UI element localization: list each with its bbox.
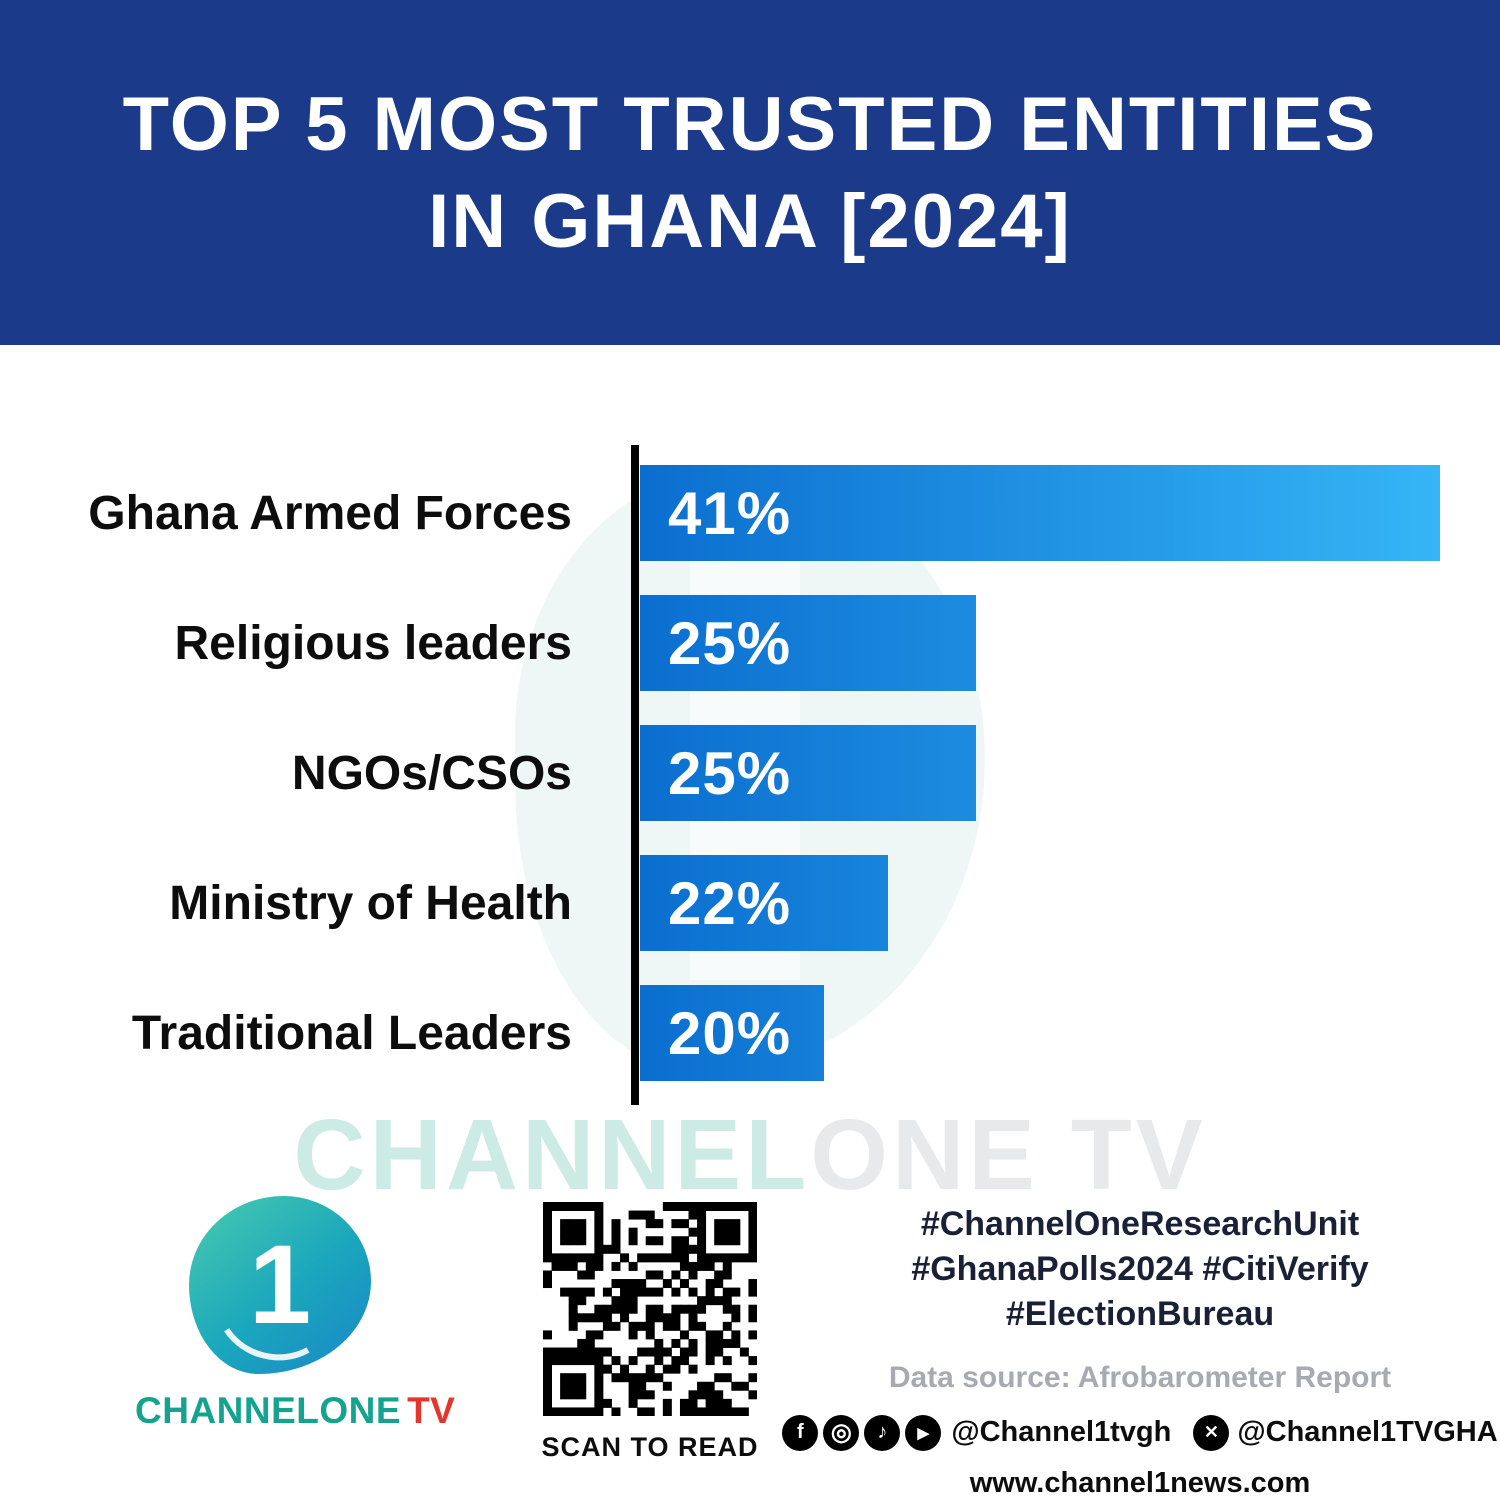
chart-row: Ministry of Health 22% (0, 838, 1500, 968)
category-label: Ministry of Health (169, 876, 572, 930)
bar: 25% (640, 595, 976, 691)
bar-value-label: 25% (668, 739, 792, 807)
page-title-line2: IN GHANA [2024] (428, 178, 1072, 264)
category-label: NGOs/CSOs (291, 746, 572, 800)
bar: 41% (640, 465, 1440, 561)
logo-swoosh (203, 1236, 349, 1374)
hashtag-line-2: #GhanaPolls2024 #CitiVerify (911, 1249, 1369, 1288)
bar-value-label: 20% (668, 999, 792, 1067)
category-label: Ghana Armed Forces (88, 486, 572, 540)
qr-block: SCAN TO READ (538, 1202, 762, 1463)
social-icon-group (782, 1414, 942, 1451)
header-banner: TOP 5 MOST TRUSTED ENTITIES IN GHANA [20… (0, 0, 1500, 345)
bar: 20% (640, 985, 824, 1081)
youtube-icon (905, 1414, 942, 1451)
social-handle-x: @Channel1TVGHA (1237, 1416, 1498, 1449)
bar-value-label: 22% (668, 869, 792, 937)
x-icon (1193, 1414, 1230, 1451)
social-row: @Channel1tvgh @Channel1TVGHA (782, 1414, 1498, 1451)
watermark-one-tv-text: ONE TV (810, 1099, 1207, 1211)
qr-code (543, 1202, 757, 1416)
page-title-line1: TOP 5 MOST TRUSTED ENTITIES (122, 81, 1378, 167)
x-handle-group: @Channel1TVGHA (1193, 1414, 1498, 1451)
data-source-text: Data source: Afrobarometer Report (888, 1360, 1392, 1394)
website-url: www.channel1news.com (969, 1466, 1311, 1499)
bar: 25% (640, 725, 976, 821)
logo-numeral: 1 (248, 1222, 312, 1347)
watermark-text: CHANNELONE TV (0, 1098, 1500, 1213)
bar-chart: Ghana Armed Forces 41% Religious leaders 25… (0, 448, 1500, 1098)
footer-info-block: #ChannelOneResearchUnit #GhanaPolls2024 … (782, 1202, 1498, 1500)
instagram-icon (823, 1414, 860, 1451)
logo-wordmark-channelone: CHANNELONE (135, 1390, 402, 1431)
logo-wordmark-tv: TV (407, 1390, 456, 1431)
watermark-channel-text: CHANNEL (293, 1099, 811, 1211)
hashtags: #ChannelOneResearchUnit #GhanaPolls2024 … (845, 1202, 1435, 1337)
chart-row: Ghana Armed Forces 41% (0, 448, 1500, 578)
logo-wordmark: CHANNELONE TV (135, 1390, 455, 1432)
facebook-icon (782, 1414, 819, 1451)
chart-row: Religious leaders 25% (0, 578, 1500, 708)
category-label: Religious leaders (174, 616, 572, 670)
hashtag-line-3: #ElectionBureau (1005, 1294, 1275, 1333)
chart-row: NGOs/CSOs 25% (0, 708, 1500, 838)
bar-value-label: 25% (668, 609, 792, 677)
channel-one-logo-mark: 1 (189, 1196, 371, 1374)
chart-row: Traditional Leaders 20% (0, 968, 1500, 1098)
channel-one-logo-block: 1 CHANNELONE TV (135, 1196, 455, 1432)
category-label: Traditional Leaders (131, 1006, 572, 1060)
tiktok-icon (864, 1414, 901, 1451)
bar: 22% (640, 855, 888, 951)
hashtag-line-1: #ChannelOneResearchUnit (920, 1205, 1360, 1243)
chart-axis (631, 445, 639, 1105)
qr-caption: SCAN TO READ (541, 1432, 759, 1462)
social-handle-primary: @Channel1tvgh (951, 1416, 1172, 1449)
bar-value-label: 41% (668, 479, 792, 547)
